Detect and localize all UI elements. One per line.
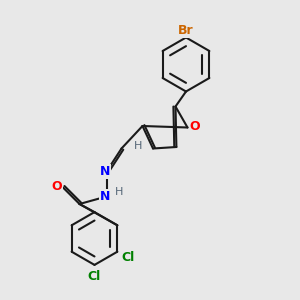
- Text: O: O: [190, 119, 200, 133]
- Text: O: O: [51, 179, 62, 193]
- Text: N: N: [100, 165, 110, 178]
- Text: N: N: [100, 190, 110, 203]
- Text: Cl: Cl: [121, 251, 134, 264]
- Text: H: H: [115, 187, 123, 197]
- Text: Cl: Cl: [88, 270, 101, 284]
- Text: H: H: [134, 141, 142, 151]
- Text: Br: Br: [178, 24, 194, 38]
